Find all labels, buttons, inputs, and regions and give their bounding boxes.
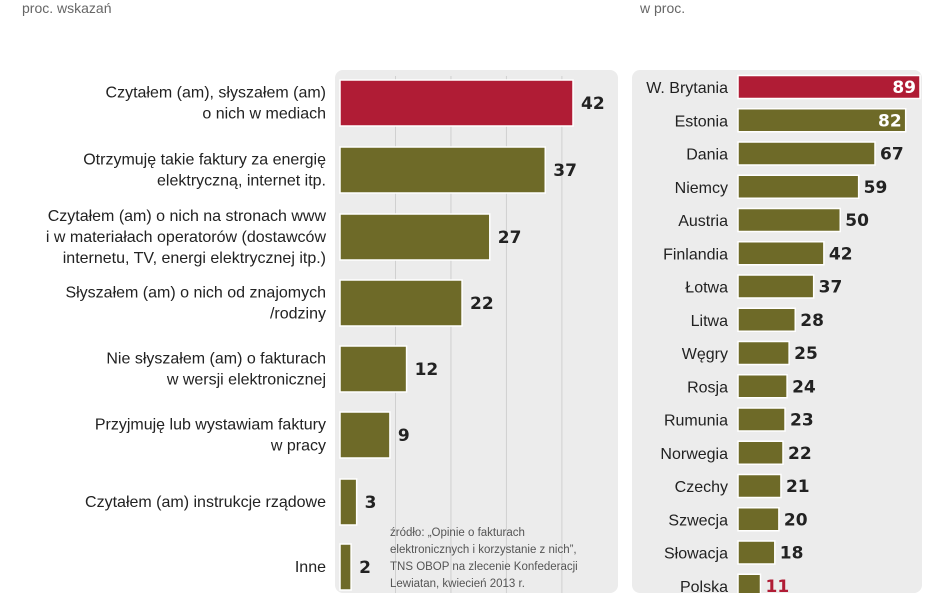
right-category-label-16: Polska xyxy=(680,579,728,593)
right-category-label-4: Niemcy xyxy=(675,180,728,197)
right-bar-1 xyxy=(737,74,921,100)
left-value-label-7: 3 xyxy=(365,493,377,513)
right-value-label-7: 37 xyxy=(819,278,843,298)
left-bar-3 xyxy=(339,213,491,261)
right-bar-13 xyxy=(737,473,782,499)
right-bar-11 xyxy=(737,407,786,432)
right-category-label-10: Rosja xyxy=(687,379,728,396)
right-value-label-15: 18 xyxy=(780,544,804,564)
left-bar-6 xyxy=(339,411,391,459)
right-bar-12 xyxy=(737,440,784,465)
right-bar-16 xyxy=(737,573,762,593)
left-category-label-8: Inne xyxy=(295,559,326,576)
right-value-label-9: 25 xyxy=(794,344,818,364)
left-bar-7 xyxy=(339,478,358,526)
right-bar-9 xyxy=(737,340,790,366)
right-category-label-9: Węgry xyxy=(682,346,728,363)
right-bar-15 xyxy=(737,540,776,565)
left-value-label-3: 27 xyxy=(498,228,522,248)
right-value-label-14: 20 xyxy=(784,510,808,530)
left-chart-panel xyxy=(335,70,618,593)
left-category-label-7: Czytałem (am) instrukcje rządowe xyxy=(85,494,326,511)
right-bar-5 xyxy=(737,207,841,233)
right-category-label-15: Słowacja xyxy=(664,546,728,563)
right-category-label-8: Litwa xyxy=(691,313,728,330)
right-value-label-16: 11 xyxy=(765,577,789,593)
right-category-label-14: Szwecja xyxy=(668,512,728,529)
right-category-label-5: Austria xyxy=(678,213,728,230)
left-category-label-1: Czytałem (am), słyszałem (am) o nich w me… xyxy=(106,85,326,123)
left-value-label-8: 2 xyxy=(359,558,371,578)
left-bar-1 xyxy=(339,79,574,127)
left-bar-2 xyxy=(339,146,547,194)
right-value-label-5: 50 xyxy=(845,211,869,231)
right-bar-7 xyxy=(737,274,815,299)
right-value-label-11: 23 xyxy=(790,411,814,431)
right-chart-unit-label: w proc. xyxy=(640,0,686,16)
right-value-label-4: 59 xyxy=(864,178,888,198)
right-value-label-8: 28 xyxy=(800,311,824,331)
right-bar-4 xyxy=(737,174,860,199)
right-value-label-6: 42 xyxy=(829,244,853,264)
right-category-label-7: Łotwa xyxy=(685,280,728,297)
right-category-label-12: Norwegia xyxy=(660,446,728,463)
right-value-label-12: 22 xyxy=(788,444,812,464)
right-value-label-2: 82 xyxy=(878,111,902,131)
right-value-label-3: 67 xyxy=(880,145,904,165)
left-bar-8 xyxy=(339,543,352,591)
right-category-label-3: Dania xyxy=(686,147,728,164)
left-value-label-6: 9 xyxy=(398,426,410,446)
left-bar-5 xyxy=(339,345,408,393)
left-category-label-2: Otrzymuję takie faktury za energię elektr… xyxy=(83,152,326,190)
right-category-label-13: Czechy xyxy=(675,479,728,496)
right-bar-2 xyxy=(737,108,907,133)
left-value-label-5: 12 xyxy=(415,360,439,380)
right-category-label-2: Estonia xyxy=(675,113,728,130)
left-category-label-5: Nie słyszałem (am) o fakturach w wersji e… xyxy=(106,351,326,389)
left-category-label-6: Przyjmuję lub wystawiam faktury w pracy xyxy=(95,417,326,455)
right-bar-10 xyxy=(737,374,788,399)
left-category-label-3: Czytałem (am) o nich na stronach www i w … xyxy=(46,208,327,267)
left-value-label-1: 42 xyxy=(581,94,605,114)
left-category-label-4: Słyszałem (am) o nich od znajomych/rodzi… xyxy=(65,285,326,323)
right-bar-14 xyxy=(737,507,780,532)
left-value-label-2: 37 xyxy=(553,161,577,181)
right-bar-3 xyxy=(737,141,876,166)
right-value-label-1: 89 xyxy=(892,78,916,98)
right-value-label-13: 21 xyxy=(786,477,810,497)
right-category-label-1: W. Brytania xyxy=(646,80,728,97)
left-bar-4 xyxy=(339,279,463,327)
left-chart-unit-label: proc. wskazań xyxy=(22,0,112,16)
source-note: źródło: „Opinie o fakturach elektroniczny… xyxy=(390,527,578,590)
left-value-label-4: 22 xyxy=(470,294,494,314)
right-bar-6 xyxy=(737,241,825,266)
right-category-label-6: Finlandia xyxy=(663,246,728,263)
right-value-label-10: 24 xyxy=(792,377,816,397)
right-bar-8 xyxy=(737,307,797,332)
right-category-label-11: Rumunia xyxy=(664,413,728,430)
